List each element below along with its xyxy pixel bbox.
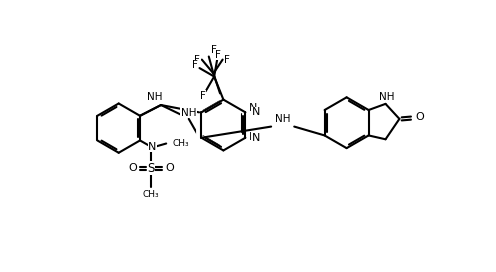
Text: F: F xyxy=(215,50,221,60)
Text: F: F xyxy=(200,91,206,101)
Text: NH: NH xyxy=(379,92,395,102)
Text: F: F xyxy=(224,55,230,64)
Text: N: N xyxy=(249,103,257,113)
Text: NH: NH xyxy=(181,108,196,118)
Text: S: S xyxy=(147,162,154,175)
Text: O: O xyxy=(128,163,137,173)
Text: O: O xyxy=(415,112,424,122)
Text: N: N xyxy=(251,107,260,117)
Text: CH₃: CH₃ xyxy=(142,190,159,199)
Text: NH: NH xyxy=(275,114,291,124)
Text: F: F xyxy=(192,60,198,70)
Text: NH: NH xyxy=(147,92,163,102)
Text: F: F xyxy=(194,55,200,64)
Text: N: N xyxy=(251,133,260,143)
Text: F: F xyxy=(211,45,217,55)
Text: N: N xyxy=(148,142,157,152)
Text: N: N xyxy=(249,132,257,142)
Text: O: O xyxy=(165,163,174,173)
Text: CH₃: CH₃ xyxy=(172,139,189,148)
